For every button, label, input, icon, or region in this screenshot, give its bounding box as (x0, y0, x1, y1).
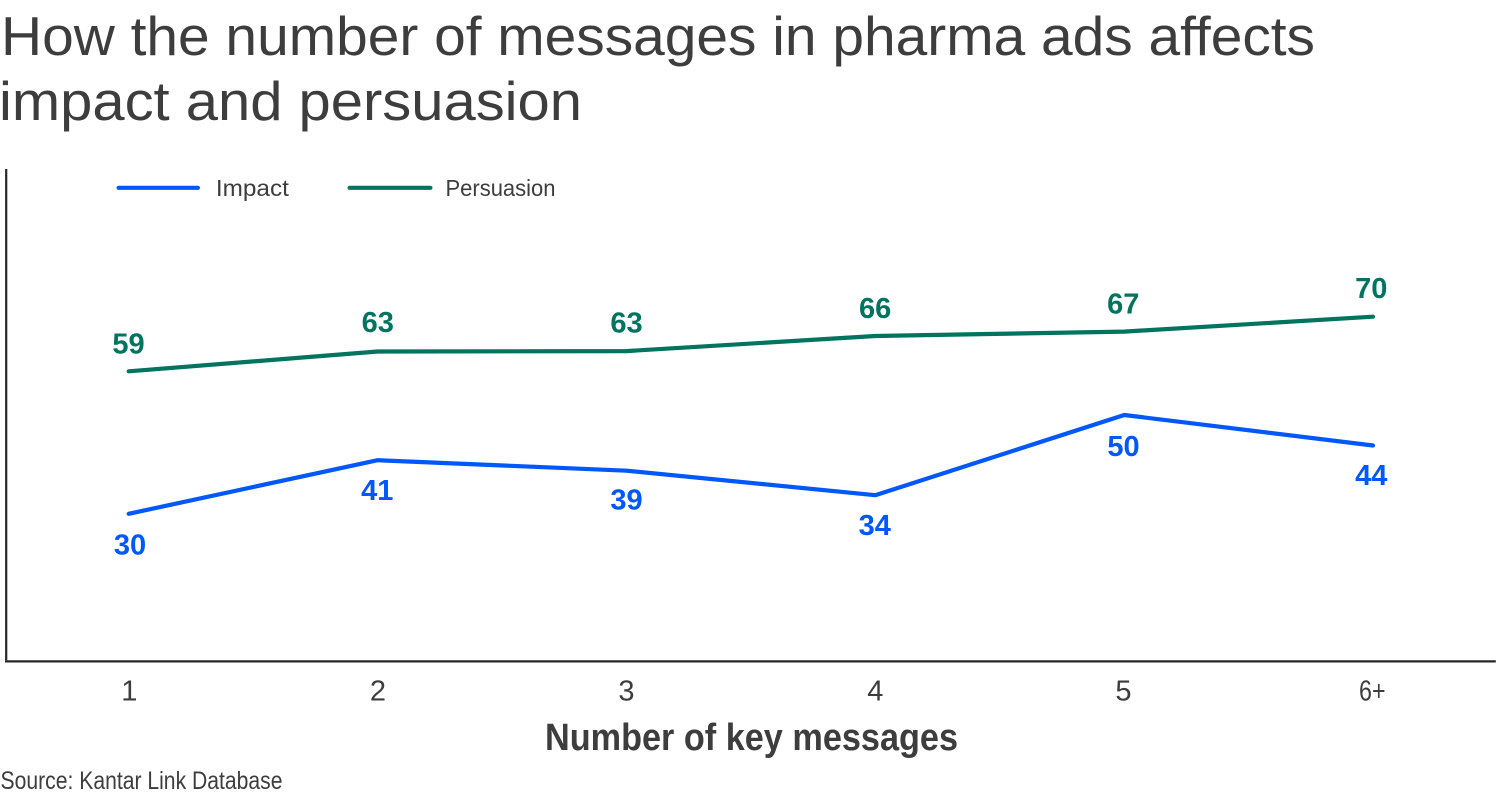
svg-text:4: 4 (867, 675, 883, 707)
svg-text:70: 70 (1355, 273, 1387, 305)
svg-text:Number of key messages: Number of key messages (545, 717, 958, 759)
svg-text:39: 39 (610, 484, 642, 516)
svg-text:How the number of messages in: How the number of messages in pharma ads… (1, 5, 1315, 67)
svg-text:impact and persuasion: impact and persuasion (0, 70, 582, 132)
svg-text:Persuasion: Persuasion (446, 175, 556, 201)
svg-text:1: 1 (121, 675, 137, 707)
svg-text:63: 63 (362, 307, 394, 339)
svg-text:2: 2 (370, 675, 386, 707)
svg-text:63: 63 (610, 307, 642, 339)
svg-text:Impact: Impact (216, 175, 290, 201)
svg-text:5: 5 (1115, 675, 1131, 707)
svg-text:67: 67 (1107, 288, 1139, 320)
svg-text:34: 34 (859, 510, 891, 542)
svg-text:59: 59 (112, 329, 144, 361)
svg-text:6+: 6+ (1359, 675, 1386, 707)
svg-text:41: 41 (361, 475, 393, 507)
svg-text:3: 3 (618, 675, 634, 707)
svg-text:Source: Kantar Link Database: Source: Kantar Link Database (1, 767, 283, 795)
svg-text:44: 44 (1355, 460, 1387, 492)
svg-text:66: 66 (859, 293, 891, 325)
svg-text:30: 30 (114, 530, 146, 562)
svg-text:50: 50 (1107, 431, 1139, 463)
